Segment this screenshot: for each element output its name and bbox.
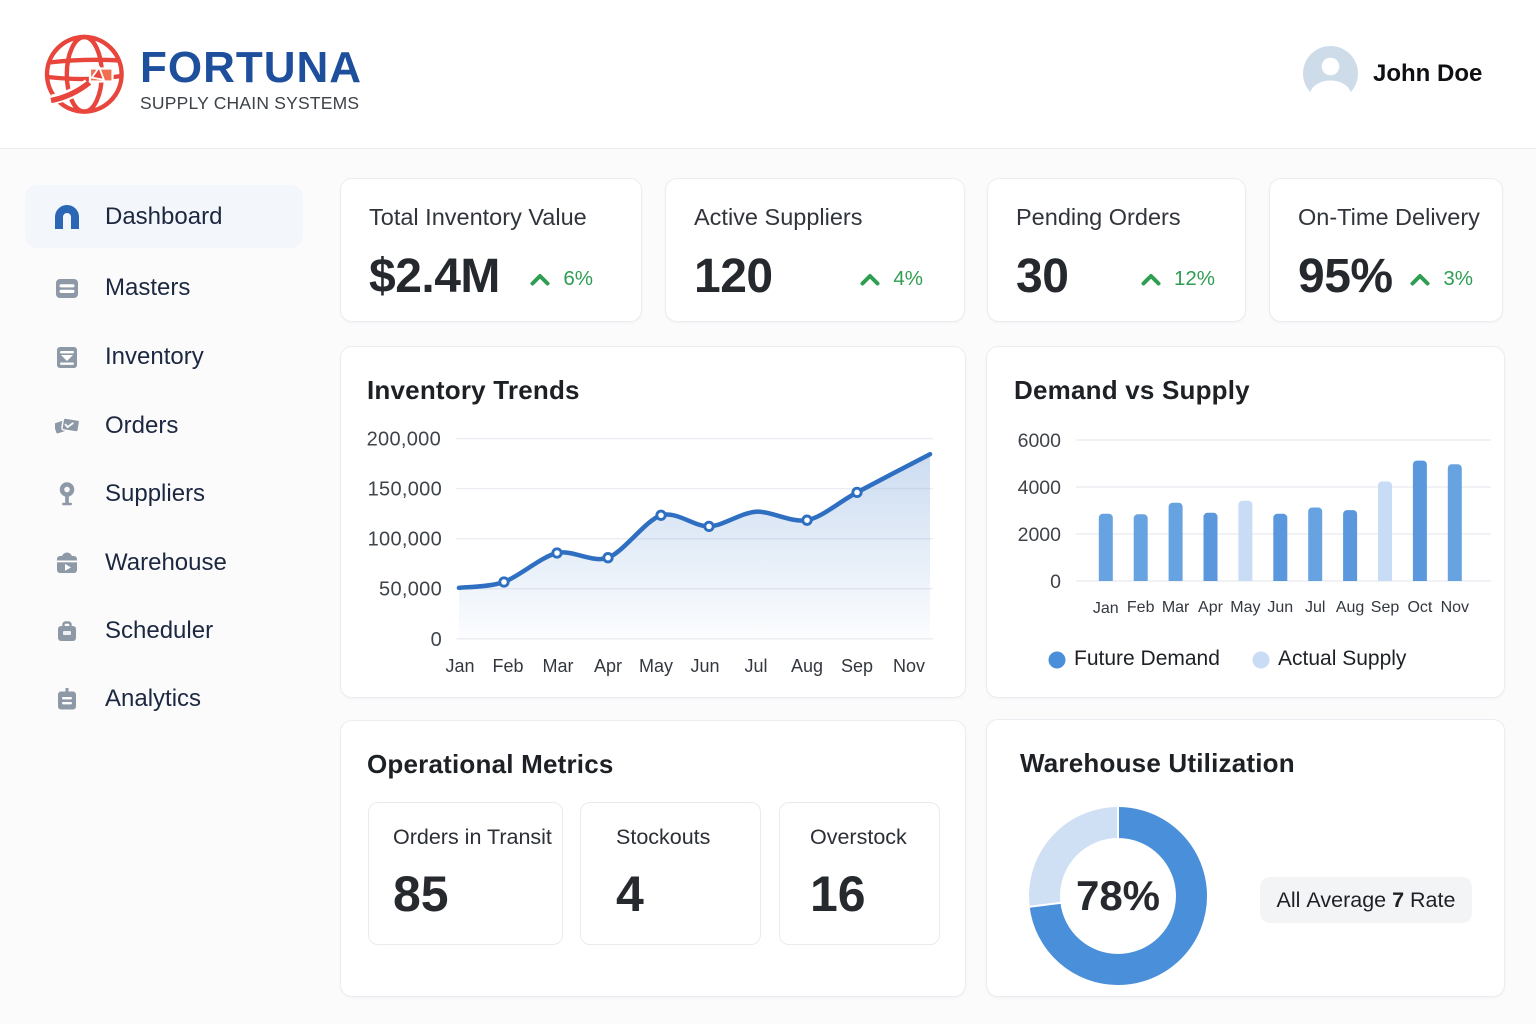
svg-text:Nov: Nov: [1441, 599, 1469, 616]
svg-text:May: May: [1230, 599, 1260, 616]
svg-text:Feb: Feb: [1127, 599, 1155, 616]
svg-text:Aug: Aug: [791, 656, 823, 676]
svg-text:Sep: Sep: [841, 656, 873, 676]
svg-text:0: 0: [1050, 571, 1061, 593]
svg-text:Jan: Jan: [445, 656, 474, 676]
svg-text:Mar: Mar: [543, 656, 574, 676]
svg-text:Jun: Jun: [1267, 599, 1293, 616]
svg-text:Apr: Apr: [594, 656, 622, 676]
svg-text:150,000: 150,000: [368, 479, 442, 501]
svg-text:200,000: 200,000: [367, 429, 441, 451]
svg-text:Feb: Feb: [492, 656, 523, 676]
svg-text:Sep: Sep: [1371, 599, 1400, 616]
svg-text:2000: 2000: [1018, 524, 1062, 546]
svg-text:May: May: [639, 656, 673, 676]
svg-text:Jul: Jul: [744, 656, 767, 676]
svg-text:Jun: Jun: [690, 656, 719, 676]
svg-text:Mar: Mar: [1162, 599, 1190, 616]
svg-text:Apr: Apr: [1198, 599, 1224, 616]
svg-text:Aug: Aug: [1336, 599, 1364, 616]
svg-text:4000: 4000: [1018, 477, 1062, 499]
svg-text:Oct: Oct: [1407, 599, 1432, 616]
svg-text:0: 0: [431, 629, 442, 651]
svg-text:100,000: 100,000: [368, 529, 442, 551]
svg-text:Jul: Jul: [1305, 599, 1325, 616]
svg-text:Jan: Jan: [1093, 600, 1119, 617]
svg-text:50,000: 50,000: [379, 579, 442, 601]
svg-text:6000: 6000: [1018, 430, 1062, 452]
svg-text:Nov: Nov: [893, 656, 925, 676]
